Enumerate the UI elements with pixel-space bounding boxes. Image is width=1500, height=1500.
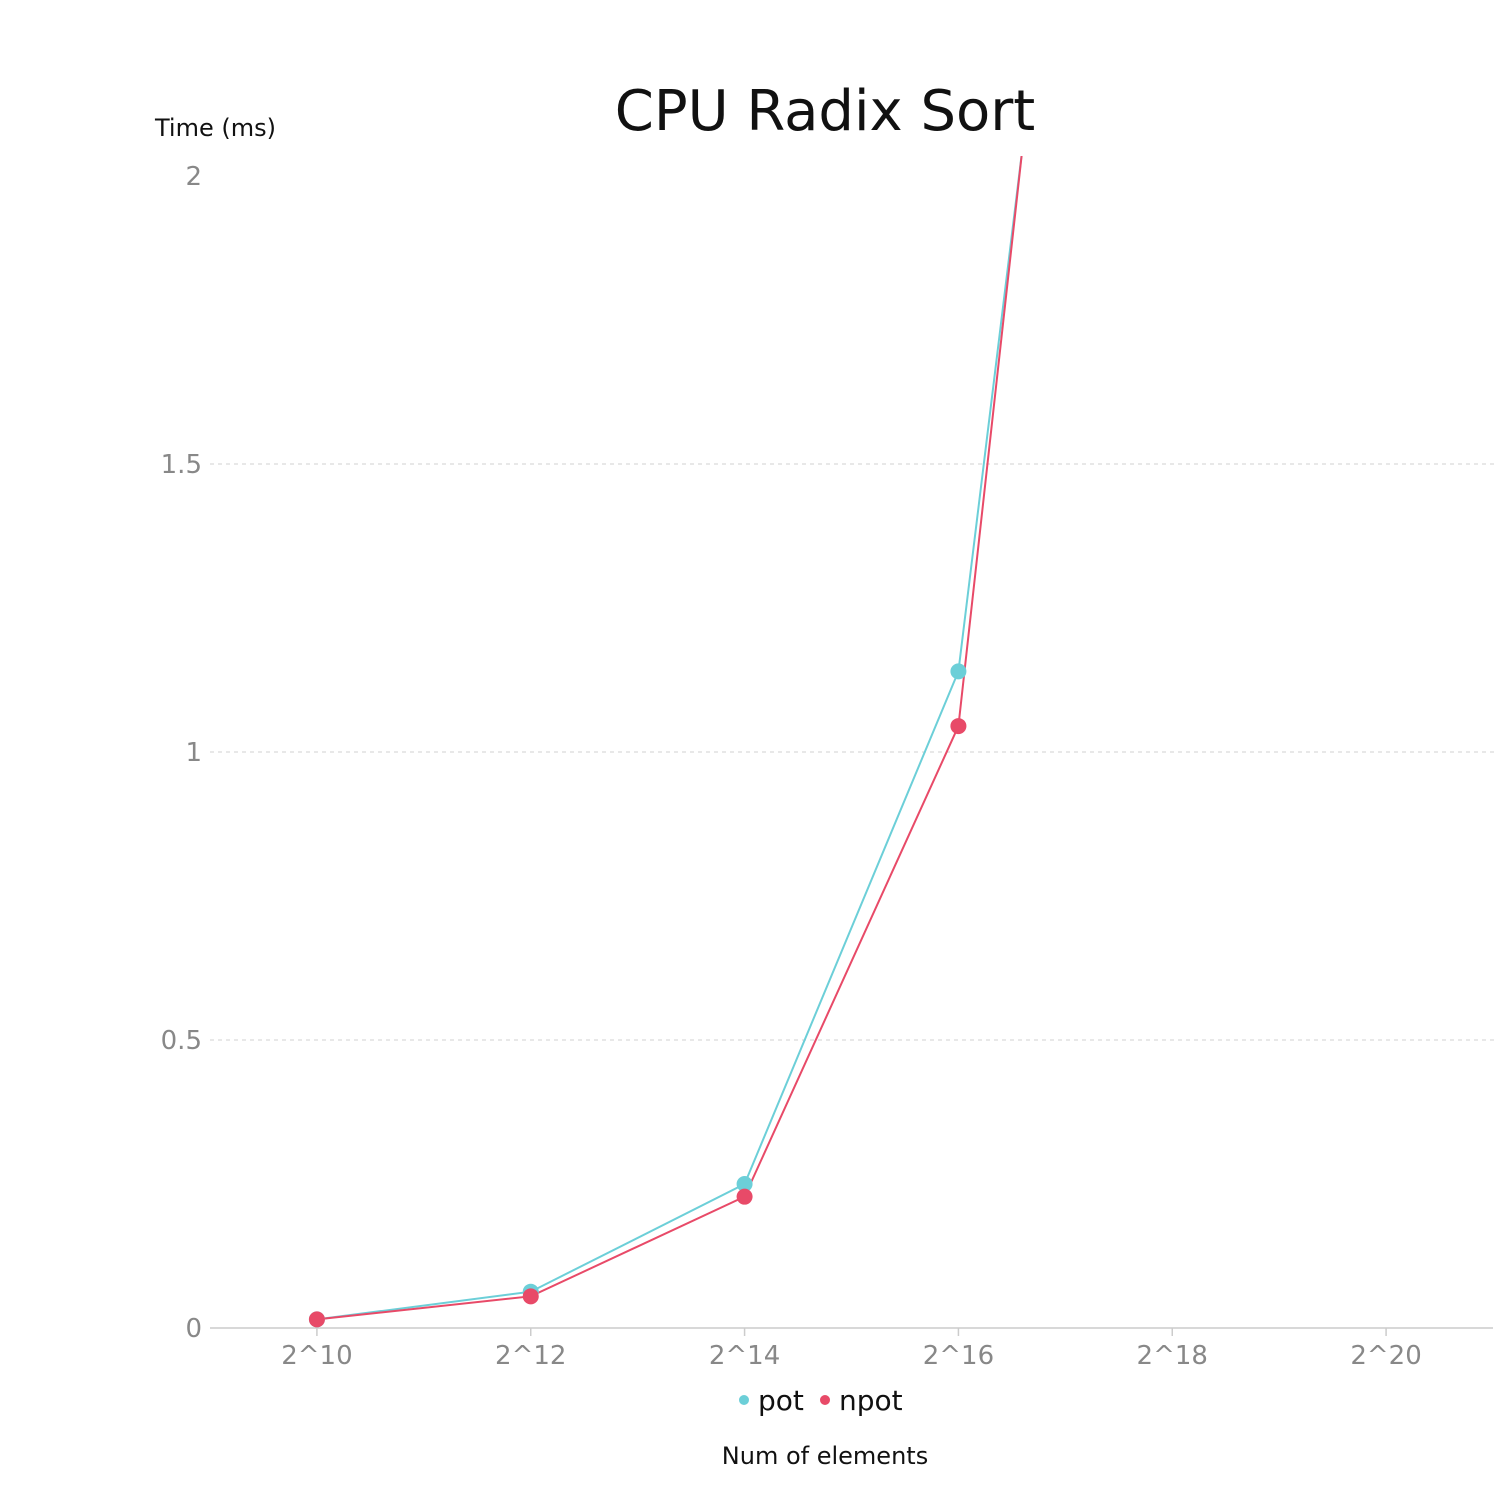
legend-marker [739, 1395, 749, 1405]
data-point-npot [522, 1288, 539, 1305]
legend-marker [820, 1395, 830, 1405]
series-points-pot [308, 663, 967, 1328]
y-axis-label: Time (ms) [154, 114, 276, 142]
y-tick-label: 1.5 [161, 450, 202, 480]
x-tick-label: 2^18 [1137, 1341, 1208, 1371]
y-tick-label: 1 [185, 738, 202, 768]
legend-label: pot [758, 1384, 804, 1417]
data-point-pot [950, 663, 967, 680]
x-tick-label: 2^10 [281, 1341, 352, 1371]
y-tick-label: 0 [185, 1314, 202, 1344]
series-line-npot [316, 156, 1023, 1321]
legend: pot npot [739, 1384, 903, 1417]
legend-item-npot[interactable]: npot [820, 1384, 903, 1417]
series-line-pot [316, 156, 1023, 1321]
x-tick-label: 2^14 [709, 1341, 780, 1371]
x-tick-label: 2^12 [495, 1341, 566, 1371]
x-axis-label: Num of elements [722, 1442, 928, 1470]
series-pot [316, 156, 1023, 1321]
legend-label: npot [839, 1384, 903, 1417]
chart-title: CPU Radix Sort [615, 79, 1036, 144]
data-point-npot [736, 1188, 753, 1205]
data-point-npot [950, 718, 967, 735]
legend-item-pot[interactable]: pot [739, 1384, 804, 1417]
series-points-npot [308, 718, 967, 1328]
data-point-npot [308, 1311, 325, 1328]
series-npot [316, 156, 1023, 1321]
data-point-pot [736, 1176, 753, 1192]
x-tick-label: 2^20 [1350, 1341, 1421, 1371]
y-tick-label: 2 [185, 162, 202, 192]
y-tick-label: 0.5 [161, 1026, 202, 1056]
x-tick-label: 2^16 [923, 1341, 994, 1371]
